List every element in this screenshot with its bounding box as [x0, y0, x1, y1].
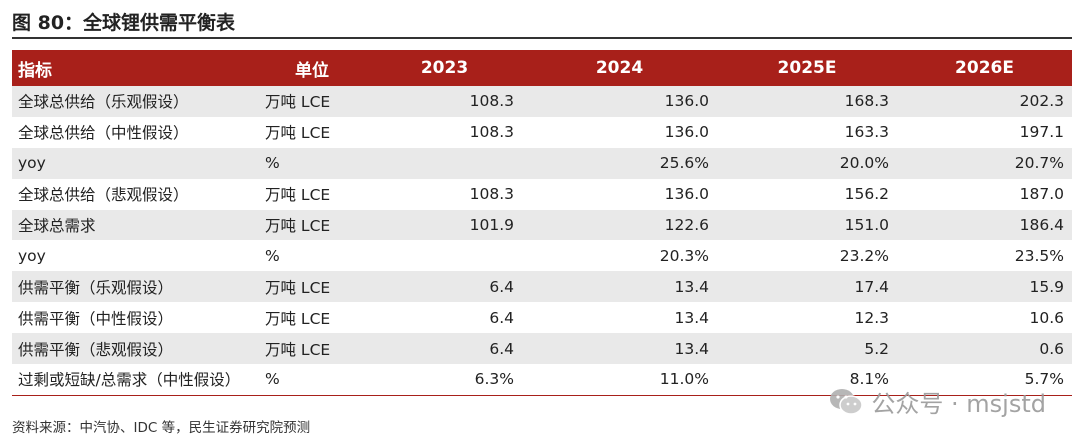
watermark: 公众号 · msjstd — [829, 384, 1046, 419]
value-2024-cell: 13.4 — [674, 308, 709, 327]
value-2023-cell: 6.4 — [367, 333, 522, 365]
indicator-cell: 供需平衡（乐观假设） — [12, 271, 257, 303]
unit-cell: % — [257, 147, 367, 179]
table-row: 全球总需求 万吨 LCE 101.9 122.6 151.0 186.4 — [12, 209, 1072, 241]
value-2024-cell: 13.4 — [522, 271, 717, 303]
header-indicator: 指标 — [12, 50, 257, 86]
table-row: yoy% 20.3% 23.2% 23.5% — [12, 240, 1072, 271]
value-2026e-cell: 20.7% — [897, 147, 1072, 179]
value-2024-cell: 136.0 — [664, 185, 709, 204]
value-2026e-cell: 187.0 — [1019, 185, 1064, 204]
value-2026e-cell: 10.6 — [1029, 308, 1064, 327]
value-2026e-cell: 5.7% — [897, 364, 1072, 396]
indicator-cell: 供需平衡（中性假设） — [18, 309, 174, 328]
indicator-cell: 全球总供给（悲观假设） — [18, 186, 189, 205]
value-2024-cell: 122.6 — [522, 209, 717, 241]
value-2026e-cell: 0.6 — [897, 333, 1072, 365]
value-2026e-cell: 202.3 — [897, 86, 1072, 117]
unit-cell: 万吨 LCE — [257, 86, 367, 117]
unit-cell: 万吨 LCE — [257, 209, 367, 241]
value-2024-cell: 25.6% — [522, 147, 717, 179]
unit-cell: 万吨 LCE — [265, 186, 331, 205]
value-2023-cell: 108.3 — [469, 185, 514, 204]
value-2023-cell: 108.3 — [367, 86, 522, 117]
title-divider — [12, 37, 1072, 39]
value-2026e-cell: 15.9 — [897, 271, 1072, 303]
value-2024-cell: 13.4 — [522, 333, 717, 365]
value-2025e-cell: 17.4 — [717, 271, 897, 303]
indicator-cell: 供需平衡（悲观假设） — [12, 333, 257, 365]
table-row: 供需平衡（悲观假设） 万吨 LCE 6.4 13.4 5.2 0.6 — [12, 333, 1072, 365]
table-row: 全球总供给（乐观假设） 万吨 LCE 108.3 136.0 168.3 202.3 — [12, 86, 1072, 117]
value-2024-cell: 11.0% — [522, 364, 717, 396]
unit-cell: 万吨 LCE — [265, 309, 331, 328]
table-row: 过剩或短缺/总需求（中性假设）% 6.3% 11.0% 8.1% 5.7% — [12, 364, 1072, 396]
watermark-text: 公众号 · msjstd — [871, 390, 1046, 418]
lithium-balance-table: 指标 单位 2023 2024 2025E 2026E 全球总供给（乐观假设）万… — [12, 50, 1072, 396]
value-2024-cell: 136.0 — [522, 86, 717, 117]
value-2024-cell: 20.3% — [659, 246, 709, 265]
value-2026e-cell: 186.4 — [897, 209, 1072, 241]
value-2024-cell: 136.0 — [664, 123, 709, 142]
table-row: 供需平衡（乐观假设） 万吨 LCE 6.4 13.4 17.4 15.9 — [12, 271, 1072, 303]
indicator-cell: 过剩或短缺/总需求（中性假设） — [12, 364, 257, 396]
wechat-icon — [830, 388, 864, 415]
table-title: 图 80：全球锂供需平衡表 — [12, 12, 236, 34]
value-2025e-cell: 156.2 — [844, 185, 889, 204]
value-2025e-cell: 20.0% — [717, 147, 897, 179]
value-2025e-cell: 23.2% — [839, 246, 889, 265]
header-2024: 2024 — [522, 50, 717, 86]
indicator-cell: yoy — [18, 246, 46, 265]
unit-cell: % — [265, 246, 280, 265]
value-2023-cell — [367, 240, 522, 271]
table-row: yoy% 25.6% 20.0% 20.7% — [12, 147, 1072, 179]
value-2023-cell: 6.4 — [367, 271, 522, 303]
value-2026e-cell: 23.5% — [1014, 246, 1064, 265]
value-2023-cell — [367, 147, 522, 179]
unit-cell: 万吨 LCE — [257, 333, 367, 365]
header-row: 指标 单位 2023 2024 2025E 2026E — [12, 50, 1072, 86]
unit-cell: % — [257, 364, 367, 396]
value-2023-cell: 108.3 — [469, 123, 514, 142]
unit-cell: 万吨 LCE — [257, 271, 367, 303]
value-2025e-cell: 8.1% — [717, 364, 897, 396]
header-2023: 2023 — [367, 50, 522, 86]
header-2026e: 2026E — [897, 50, 1072, 86]
value-2025e-cell: 5.2 — [717, 333, 897, 365]
indicator-cell: yoy — [12, 147, 257, 179]
value-2025e-cell: 163.3 — [844, 123, 889, 142]
source-note: 资料来源：中汽协、IDC 等，民生证券研究院预测 — [12, 420, 311, 436]
value-2025e-cell: 151.0 — [717, 209, 897, 241]
value-2026e-cell: 197.1 — [1019, 123, 1064, 142]
value-2025e-cell: 168.3 — [717, 86, 897, 117]
header-unit: 单位 — [257, 50, 367, 86]
value-2023-cell: 6.3% — [367, 364, 522, 396]
value-2023-cell: 6.4 — [489, 308, 514, 327]
header-2025e: 2025E — [717, 50, 897, 86]
value-2023-cell: 101.9 — [367, 209, 522, 241]
indicator-cell: 全球总需求 — [12, 209, 257, 241]
unit-cell: 万吨 LCE — [265, 124, 331, 143]
indicator-cell: 全球总供给（中性假设） — [18, 124, 189, 143]
table-row: 全球总供给（悲观假设） 万吨 LCE 108.3 136.0 156.2 187.0 — [12, 179, 1072, 210]
table-row: 供需平衡（中性假设） 万吨 LCE 6.4 13.4 12.3 10.6 — [12, 302, 1072, 333]
indicator-cell: 全球总供给（乐观假设） — [12, 86, 257, 117]
table-row: 全球总供给（中性假设） 万吨 LCE 108.3 136.0 163.3 197.1 — [12, 117, 1072, 148]
value-2025e-cell: 12.3 — [854, 308, 889, 327]
